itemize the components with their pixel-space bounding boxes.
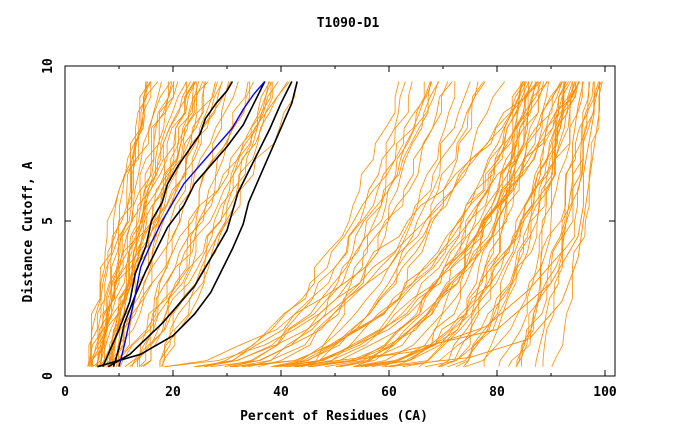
model-line-18 (107, 81, 195, 367)
model-line-88 (335, 81, 549, 368)
x-tick-label-0: 0 (61, 385, 69, 400)
model-line-102 (535, 81, 590, 367)
model-line-38 (159, 81, 274, 367)
model-line-17 (112, 81, 175, 367)
model-line-107 (447, 81, 579, 368)
model-line-4 (109, 81, 209, 367)
model-line-52 (224, 81, 432, 368)
x-axis-label: Percent of Residues (CA) (240, 409, 428, 424)
model-line-81 (384, 81, 539, 368)
x-tick-label-20: 20 (165, 385, 181, 400)
model-line-54 (164, 81, 538, 368)
highlight-line-1 (112, 81, 266, 367)
axes: 0 20 40 60 80 100 0 5 10 (41, 58, 617, 400)
model-line-41 (138, 81, 249, 367)
model-line-80 (280, 81, 563, 368)
model-line-86 (381, 81, 545, 368)
model-line-20 (97, 81, 152, 367)
model-line-65 (193, 81, 526, 368)
model-line-71 (360, 81, 550, 368)
model-line-22 (98, 81, 218, 367)
model-line-3 (108, 81, 174, 367)
model-line-19 (111, 81, 173, 367)
model-line-85 (353, 81, 536, 368)
model-line-50 (241, 81, 533, 368)
plot-frame (64, 65, 616, 377)
y-tick-label-10: 10 (41, 58, 56, 74)
model-line-76 (300, 81, 530, 368)
model-line-43 (131, 81, 270, 367)
model-line-58 (309, 81, 406, 367)
model-line-26 (100, 81, 148, 367)
model-line-6 (95, 81, 152, 367)
x-tick-label-40: 40 (273, 385, 289, 400)
model-line-96 (336, 81, 524, 368)
highlight-line-0 (102, 81, 234, 368)
model-line-97 (355, 81, 580, 368)
highlight-line-3 (97, 81, 298, 368)
model-line-106 (521, 81, 569, 367)
model-line-48 (248, 81, 439, 368)
model-line-90 (418, 81, 533, 368)
x-tick-label-100: 100 (593, 385, 617, 400)
model-line-91 (274, 81, 577, 368)
model-line-66 (210, 81, 486, 368)
model-line-110 (462, 81, 563, 367)
model-line-89 (311, 81, 562, 368)
model-line-60 (165, 81, 539, 368)
model-line-108 (515, 81, 580, 367)
model-line-103 (464, 81, 602, 368)
model-line-49 (197, 81, 400, 368)
model-line-51 (195, 81, 433, 368)
model-line-29 (159, 81, 271, 367)
model-line-62 (206, 81, 431, 368)
model-line-53 (271, 81, 456, 368)
y-tick-label-0: 0 (41, 372, 56, 380)
blue-line (118, 81, 266, 367)
model-line-74 (353, 81, 527, 368)
model-line-82 (353, 81, 577, 368)
model-line-78 (271, 81, 524, 368)
y-tick-label-5: 5 (41, 217, 56, 225)
model-line-94 (286, 81, 538, 368)
model-line-87 (339, 81, 542, 368)
model-line-105 (515, 81, 601, 367)
model-line-93 (440, 81, 530, 368)
model-line-75 (425, 81, 576, 368)
model-line-99 (551, 81, 603, 367)
tail-line-2 (388, 81, 601, 368)
model-line-64 (274, 81, 479, 368)
model-line-39 (110, 81, 239, 367)
tail-line-0 (286, 81, 595, 368)
highlight-line-2 (107, 81, 293, 368)
model-line-14 (92, 81, 207, 368)
model-line-24 (109, 81, 188, 367)
model-line-21 (95, 81, 179, 367)
model-line-25 (89, 81, 172, 367)
model-line-28 (162, 81, 272, 367)
x-tick-label-80: 80 (489, 385, 505, 400)
model-line-45 (119, 81, 272, 367)
model-line-69 (294, 81, 563, 368)
model-line-63 (235, 81, 449, 368)
model-line-101 (542, 81, 600, 367)
model-line-61 (297, 81, 471, 368)
x-tick-label-60: 60 (381, 385, 397, 400)
model-line-72 (437, 81, 567, 368)
model-line-44 (115, 81, 279, 367)
model-line-59 (276, 81, 506, 368)
model-line-34 (136, 81, 205, 367)
chart-title: T1090-D1 (317, 16, 380, 31)
model-line-111 (483, 81, 565, 367)
model-line-67 (230, 81, 413, 368)
model-line-55 (294, 81, 484, 368)
model-line-40 (138, 81, 216, 367)
plot-area (64, 65, 616, 377)
y-axis-label: Distance Cutoff, A (21, 161, 36, 302)
tail-line-1 (307, 81, 584, 368)
model-line-92 (283, 81, 574, 368)
